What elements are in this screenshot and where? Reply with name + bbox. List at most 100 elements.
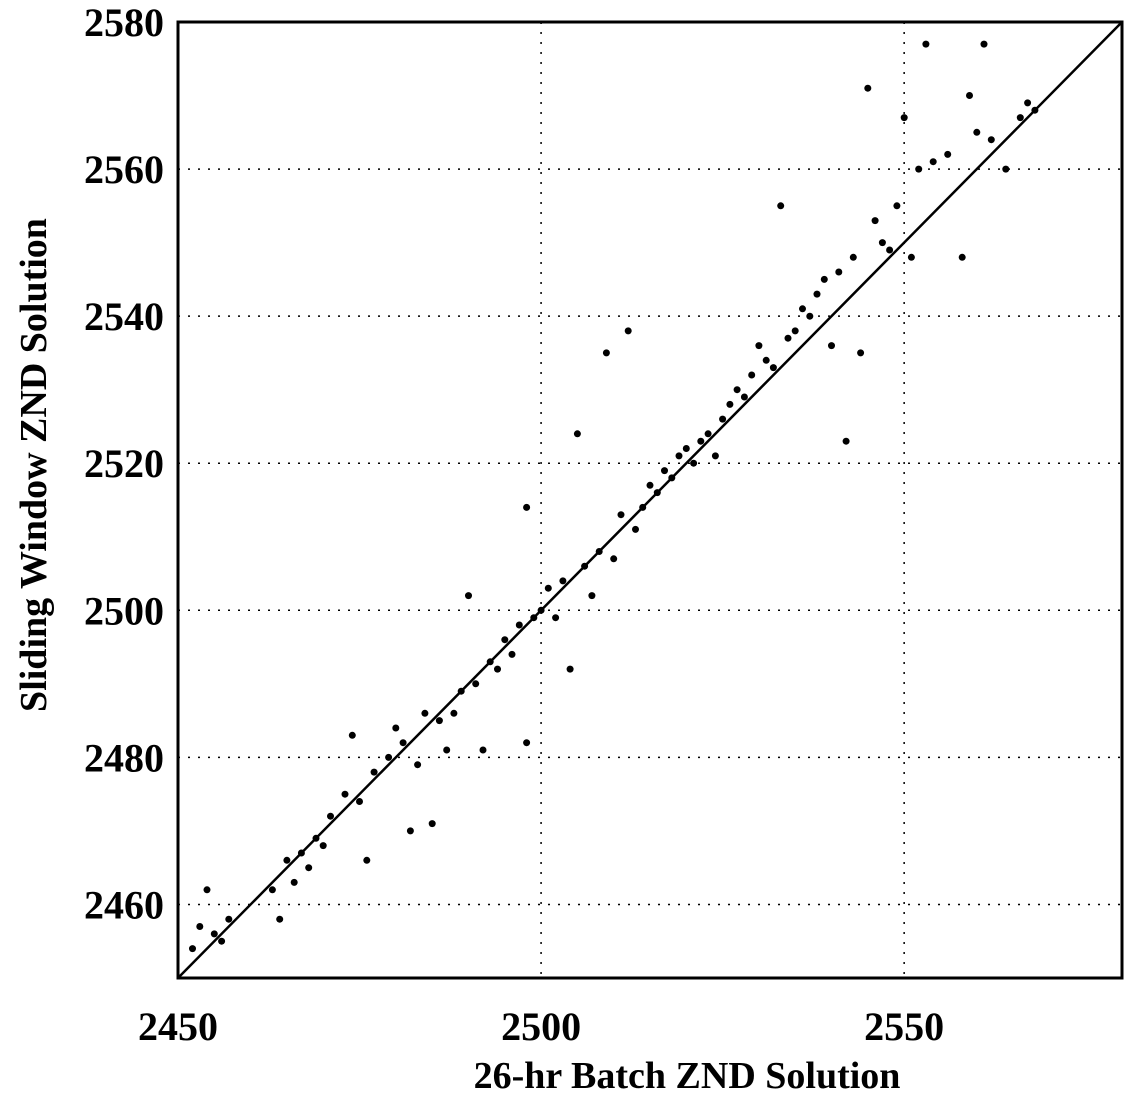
data-point bbox=[1016, 114, 1024, 122]
data-point bbox=[980, 40, 988, 48]
data-point bbox=[501, 636, 509, 644]
data-point bbox=[290, 878, 298, 886]
data-point bbox=[762, 356, 770, 364]
data-point bbox=[755, 342, 763, 350]
x-tick-label: 2500 bbox=[501, 1004, 581, 1049]
data-point bbox=[268, 886, 276, 894]
data-point bbox=[922, 40, 930, 48]
data-point bbox=[835, 268, 843, 276]
data-point bbox=[537, 606, 545, 614]
data-point bbox=[806, 312, 814, 320]
data-point bbox=[348, 731, 356, 739]
data-point bbox=[849, 253, 857, 261]
data-point bbox=[356, 798, 363, 805]
identity-line bbox=[177, 21, 1123, 979]
data-point bbox=[189, 945, 196, 953]
data-point bbox=[864, 84, 872, 92]
data-point bbox=[428, 820, 436, 828]
data-point bbox=[769, 364, 777, 372]
data-point bbox=[559, 577, 567, 585]
data-point bbox=[777, 202, 785, 210]
data-point bbox=[610, 555, 618, 563]
x-tick-labels: 2450 2500 2550 bbox=[138, 1004, 944, 1049]
data-point bbox=[566, 665, 574, 673]
data-point bbox=[319, 842, 327, 850]
data-point bbox=[711, 452, 719, 460]
data-point bbox=[661, 467, 668, 475]
data-point bbox=[987, 136, 995, 144]
data-point bbox=[799, 305, 806, 313]
data-point bbox=[726, 400, 734, 408]
data-point bbox=[552, 614, 560, 622]
y-tick-label: 2460 bbox=[84, 882, 164, 927]
data-point bbox=[225, 915, 233, 923]
data-point bbox=[791, 327, 799, 335]
data-point bbox=[733, 386, 741, 394]
data-point bbox=[479, 746, 487, 754]
y-tick-label: 2580 bbox=[84, 0, 164, 45]
data-point bbox=[675, 452, 683, 460]
data-point bbox=[878, 239, 886, 247]
data-point bbox=[341, 790, 349, 798]
x-tick-label: 2450 bbox=[138, 1004, 218, 1049]
data-point bbox=[523, 503, 531, 511]
data-point bbox=[646, 481, 654, 489]
data-point bbox=[414, 761, 422, 769]
data-point bbox=[385, 753, 393, 761]
data-point bbox=[682, 445, 690, 452]
data-point bbox=[508, 650, 516, 658]
y-tick-label: 2500 bbox=[84, 588, 164, 633]
data-point bbox=[966, 92, 973, 99]
data-point bbox=[915, 165, 923, 173]
data-point bbox=[944, 150, 952, 158]
data-point bbox=[515, 621, 523, 629]
data-point bbox=[973, 128, 981, 136]
data-point bbox=[704, 430, 712, 438]
data-point bbox=[900, 114, 908, 122]
data-point bbox=[1031, 106, 1039, 114]
data-point bbox=[740, 393, 748, 401]
data-point bbox=[632, 525, 639, 533]
data-point bbox=[406, 827, 414, 835]
reference-line-layer bbox=[177, 21, 1123, 979]
y-axis-label: Sliding Window ZND Solution bbox=[13, 218, 55, 712]
y-tick-label: 2480 bbox=[84, 735, 164, 780]
data-point bbox=[857, 349, 865, 357]
data-point bbox=[886, 246, 894, 254]
plot-frame bbox=[176, 20, 1124, 980]
data-point bbox=[929, 158, 937, 166]
data-point bbox=[820, 275, 828, 283]
data-point bbox=[624, 327, 632, 335]
data-point bbox=[1024, 99, 1032, 107]
data-point bbox=[639, 503, 647, 511]
data-point bbox=[697, 437, 705, 445]
data-point bbox=[196, 923, 204, 930]
data-point bbox=[690, 459, 698, 467]
y-tick-label: 2540 bbox=[84, 294, 164, 339]
data-point bbox=[203, 886, 211, 894]
data-point bbox=[363, 856, 371, 864]
data-point bbox=[668, 474, 676, 482]
data-point bbox=[813, 290, 821, 298]
data-point bbox=[530, 614, 538, 622]
data-point bbox=[435, 717, 443, 725]
data-point bbox=[573, 430, 581, 438]
data-point bbox=[617, 511, 625, 519]
data-point bbox=[399, 739, 407, 747]
data-point bbox=[450, 709, 458, 717]
data-point bbox=[828, 342, 835, 350]
data-point bbox=[472, 680, 480, 688]
data-point bbox=[588, 592, 596, 600]
data-point bbox=[276, 915, 284, 923]
data-point bbox=[443, 746, 451, 754]
data-point bbox=[871, 217, 879, 225]
data-point bbox=[523, 739, 531, 747]
x-tick-label: 2550 bbox=[864, 1004, 944, 1049]
data-points bbox=[189, 40, 1039, 953]
data-point bbox=[210, 930, 218, 938]
data-point bbox=[457, 687, 465, 695]
data-point bbox=[893, 202, 901, 210]
data-point bbox=[581, 562, 589, 570]
data-point bbox=[1002, 165, 1010, 173]
data-point bbox=[842, 437, 850, 445]
